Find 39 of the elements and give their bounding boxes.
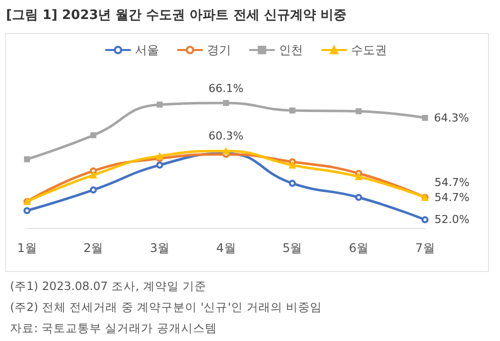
point — [156, 152, 164, 160]
x-tick-label: 5월 — [282, 241, 302, 255]
text: (주2) 전체 전세거래 중 계약구분이 '신규'인 거래의 비중임 — [10, 299, 322, 316]
chart-title: [그림 1] 2023년 월간 수도권 아파트 전세 신규계약 비중 — [6, 7, 346, 24]
data-label: 54.7% — [434, 190, 470, 204]
legend-label: 인천 — [279, 43, 303, 57]
point — [156, 162, 164, 169]
point — [156, 102, 163, 108]
point — [90, 186, 97, 194]
point — [288, 180, 296, 187]
data-label: 52.0% — [434, 213, 470, 226]
point — [24, 207, 30, 214]
legend-label: 서울 — [135, 43, 159, 57]
legend-label: 경기 — [207, 43, 231, 57]
data-label: 60.3% — [208, 130, 244, 143]
x-tick-label: 2월 — [84, 241, 104, 255]
data-label: 54.7% — [434, 176, 470, 189]
data-label: 64.3% — [434, 111, 469, 124]
point — [356, 108, 362, 114]
point — [24, 156, 30, 162]
x-tick-label: 6월 — [348, 241, 368, 255]
point — [289, 107, 296, 114]
text: (주1) 2023.08.07 조사, 계약일 기준 — [10, 278, 208, 295]
point — [422, 114, 428, 121]
x-tick-label: 4월 — [216, 241, 236, 255]
data-label: 66.1% — [208, 82, 244, 96]
point — [355, 194, 362, 201]
text: 자료: 국토교통부 실거래가 공개시스템 — [10, 320, 218, 337]
point — [355, 173, 362, 180]
x-tick-label: 7월 — [415, 241, 435, 255]
point — [422, 216, 428, 224]
point — [223, 100, 229, 106]
legend-label: 수도권 — [351, 43, 387, 57]
point — [288, 162, 296, 169]
point — [90, 172, 97, 179]
point — [222, 148, 230, 155]
x-tick-label: 1월 — [17, 241, 37, 255]
point — [90, 132, 96, 138]
x-tick-label: 3월 — [150, 241, 170, 255]
